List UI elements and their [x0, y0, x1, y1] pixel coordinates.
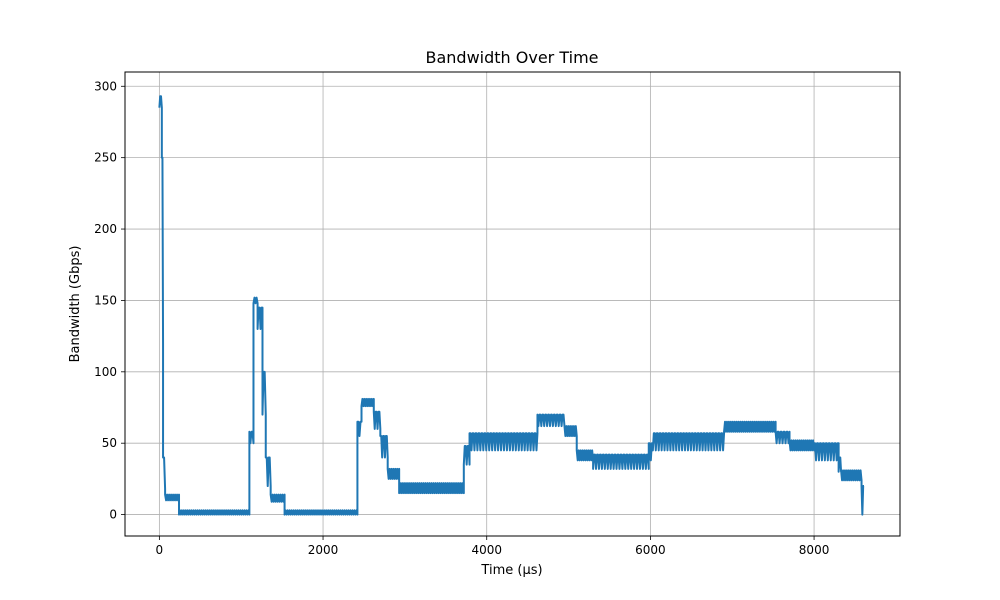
series-layer — [158, 95, 865, 516]
plot-frame — [124, 71, 901, 537]
x-axis-label: Time (µs) — [480, 563, 542, 578]
y-tick-label: 50 — [102, 436, 117, 450]
y-tick-label: 250 — [94, 151, 117, 165]
y-tick-label: 100 — [94, 365, 117, 379]
y-tick-label: 300 — [94, 79, 117, 93]
x-tick-label: 8000 — [799, 543, 830, 557]
y-tick-label: 0 — [109, 508, 117, 522]
y-tick-label: 200 — [94, 222, 117, 236]
x-tick-label: 6000 — [635, 543, 666, 557]
series-line-0 — [158, 95, 865, 516]
y-tick-label: 150 — [94, 293, 117, 307]
chart-title: Bandwidth Over Time — [426, 48, 599, 67]
x-tick-label: 0 — [156, 543, 164, 557]
y-axis-label: Bandwidth (Gbps) — [68, 246, 83, 363]
ticks: 0 2000 4000 6000 8000 0 50 100 150 200 250 300 — [94, 79, 829, 557]
plot-area — [125, 72, 900, 536]
x-tick-label: 4000 — [471, 543, 502, 557]
x-tick-label: 2000 — [308, 543, 339, 557]
